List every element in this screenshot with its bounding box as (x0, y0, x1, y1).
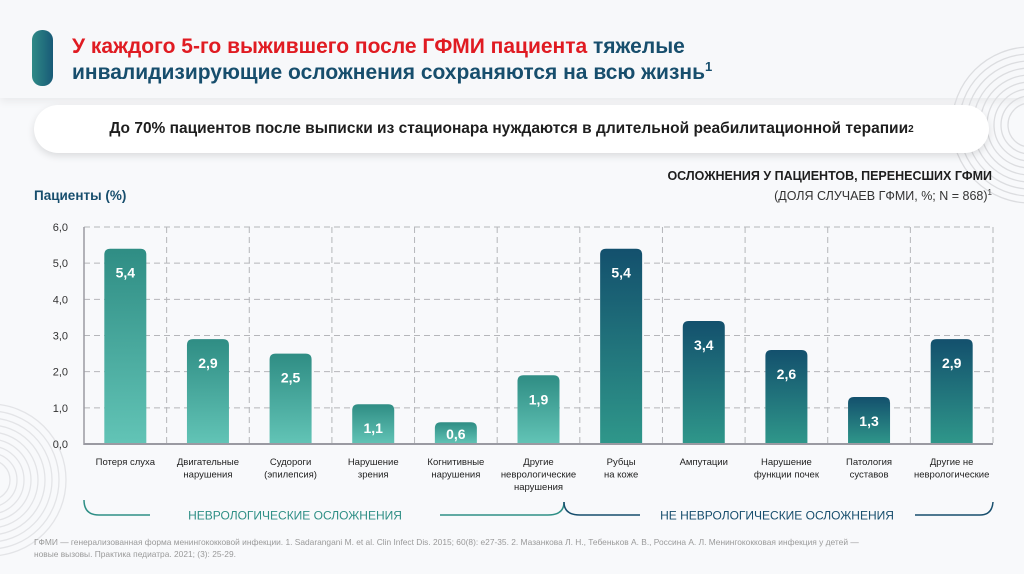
y-tick-label: 1,0 (53, 403, 68, 415)
group-label-neuro: НЕВРОЛОГИЧЕСКИЕ ОСЛОЖНЕНИЯ (188, 509, 402, 523)
title-text-2: инвалидизирующие осложнения сохраняются … (72, 61, 705, 84)
x-tick-label: Двигательные нарушения (177, 457, 239, 481)
y-tick-label: 3,0 (53, 331, 68, 343)
group-bracket-nonneuro (915, 501, 994, 516)
bar-value-label: 2,9 (198, 355, 218, 371)
x-tick-label: Ампутации (680, 457, 728, 468)
x-tick-label: Рубцы на коже (604, 457, 638, 481)
bar (104, 248, 147, 444)
bar (848, 396, 891, 444)
bar-value-label: 1,3 (859, 413, 879, 429)
bar-value-label: 1,9 (529, 391, 549, 407)
x-tick-label: Патология суставов (846, 457, 892, 481)
y-tick-label: 6,0 (53, 222, 68, 234)
page-title: У каждого 5-го выжившего после ГФМИ паци… (72, 34, 832, 86)
bar (434, 422, 477, 444)
bar-value-label: 1,1 (363, 420, 383, 436)
bar-value-label: 2,5 (281, 370, 301, 386)
y-tick-label: 4,0 (53, 294, 68, 306)
y-axis-label: Пациенты (%) (34, 188, 127, 203)
x-tick-label: Потеря слуха (96, 457, 156, 468)
callout-footnote-ref: 2 (908, 123, 914, 135)
bar (517, 375, 560, 444)
group-bracket-neuro (83, 499, 150, 516)
x-tick-label: Судороги (эпилепсия) (264, 457, 317, 481)
x-tick-label: Когнитивные нарушения (427, 457, 484, 481)
bar-value-label: 0,6 (446, 426, 466, 442)
x-tick-label: Другие не неврологические (914, 457, 989, 481)
callout-text: До 70% пациентов после выписки из стацио… (109, 120, 909, 137)
bar-value-label: 5,4 (611, 265, 631, 281)
y-tick-label: 2,0 (53, 367, 68, 379)
bar-value-label: 5,4 (116, 265, 136, 281)
footnote-line-1: ГФМИ — генерализованная форма менингокок… (34, 537, 859, 547)
footnote-line-2: новые вызовы. Практика педиатра. 2021; (… (34, 549, 236, 559)
group-label-nonneuro: НЕ НЕВРОЛОГИЧЕСКИЕ ОСЛОЖНЕНИЯ (660, 509, 894, 523)
title-highlight: У каждого 5-го выжившего после ГФМИ паци… (72, 35, 588, 58)
group-bracket-neuro (440, 501, 565, 516)
bar (930, 339, 973, 444)
chart-subtitle-text: (ДОЛЯ СЛУЧАЕВ ГФМИ, %; N = 868) (774, 189, 988, 204)
bar (682, 321, 725, 444)
bar (765, 349, 808, 444)
chart-subtitle-ref: 1 (987, 188, 992, 197)
x-tick-label: Нарушение зрения (348, 457, 399, 481)
x-tick-label: Другие неврологические нарушения (501, 457, 576, 493)
bar-value-label: 3,4 (694, 337, 714, 353)
footnote: ГФМИ — генерализованная форма менингокок… (34, 536, 994, 560)
title-accent-bar (32, 30, 53, 86)
x-tick-label: Нарушение функции почек (754, 457, 820, 481)
y-tick-label: 5,0 (53, 258, 68, 270)
header-band (0, 0, 1024, 98)
y-tick-label: 0,0 (53, 439, 68, 451)
title-text-1: тяжелые (587, 35, 685, 58)
group-bracket-nonneuro (563, 501, 640, 516)
bar (352, 404, 395, 444)
bar-value-label: 2,9 (942, 355, 962, 371)
bar (600, 248, 643, 444)
bar (269, 353, 312, 444)
key-message-callout: До 70% пациентов после выписки из стацио… (34, 105, 989, 153)
chart-subtitle: (ДОЛЯ СЛУЧАЕВ ГФМИ, %; N = 868)1 (774, 188, 992, 203)
title-footnote-ref: 1 (704, 59, 713, 74)
bar (186, 339, 229, 444)
bar-value-label: 2,6 (777, 366, 797, 382)
chart-title: ОСЛОЖНЕНИЯ У ПАЦИЕНТОВ, ПЕРЕНЕСШИХ ГФМИ (667, 169, 992, 183)
